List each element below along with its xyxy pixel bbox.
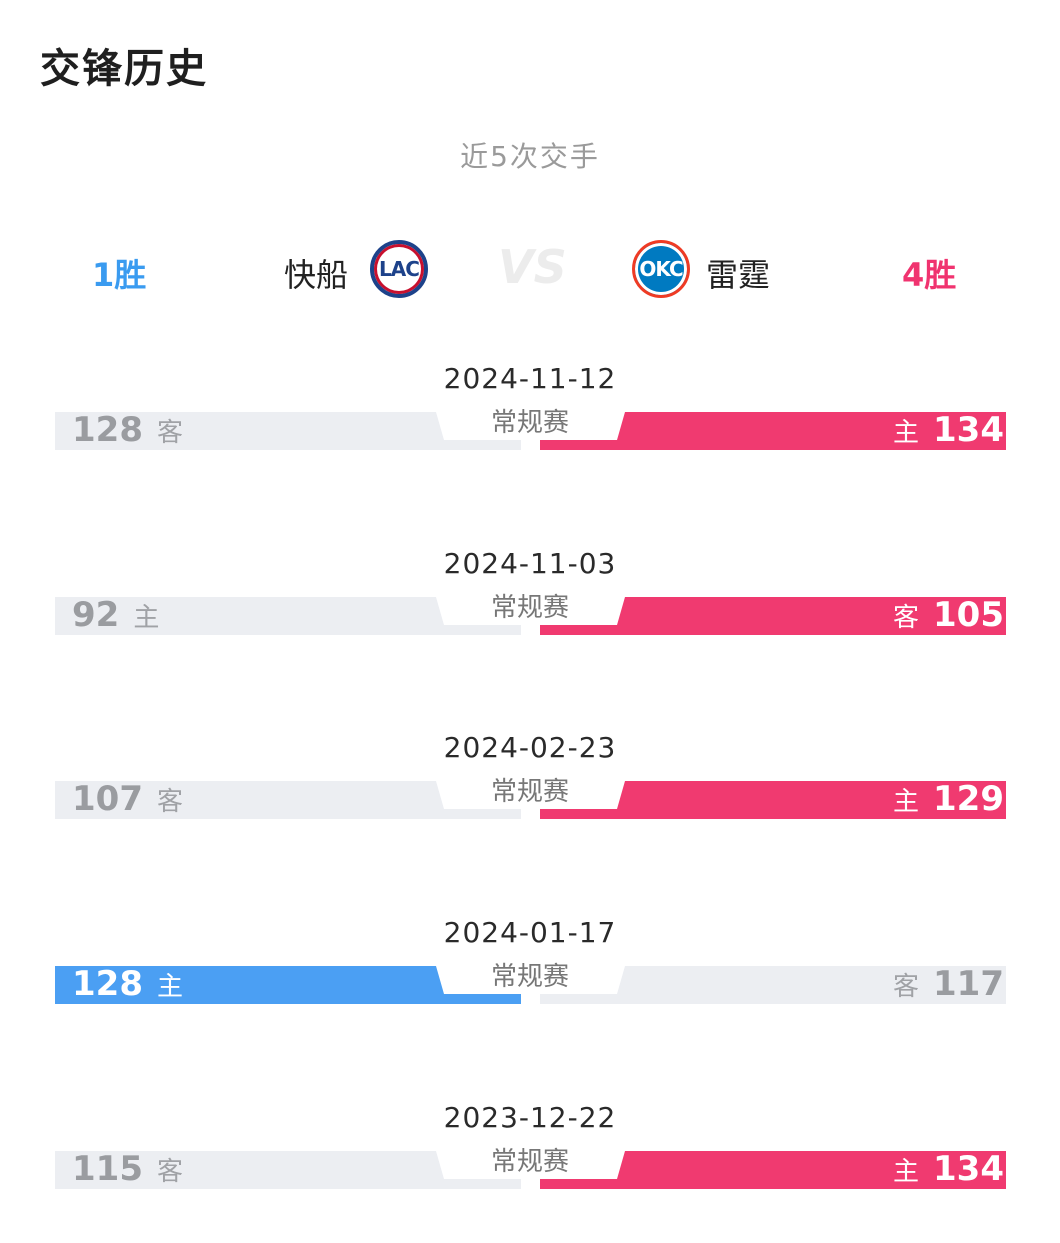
match-type: 常规赛 bbox=[490, 962, 569, 992]
match-type: 常规赛 bbox=[490, 408, 569, 438]
right-score-group: 主 129 bbox=[893, 777, 1004, 821]
match-date: 2024-01-17 bbox=[443, 916, 617, 949]
left-venue: 主 bbox=[156, 971, 183, 1002]
right-venue: 主 bbox=[893, 1156, 920, 1187]
right-score-group: 客 117 bbox=[893, 962, 1004, 1006]
clippers-logo-icon[interactable]: LAC bbox=[370, 240, 428, 298]
left-team-wins: 1胜 bbox=[92, 256, 147, 294]
right-venue: 客 bbox=[893, 602, 920, 633]
match-type: 常规赛 bbox=[490, 593, 569, 623]
match-type: 常规赛 bbox=[490, 1147, 569, 1177]
left-score-group: 107 客 bbox=[72, 777, 183, 821]
match-row[interactable]: 2024-01-17 常规赛 128 主 客 117 bbox=[0, 916, 1060, 1016]
right-score: 134 bbox=[933, 410, 1004, 450]
match-row[interactable]: 2024-02-23 常规赛 107 客 主 129 bbox=[0, 731, 1060, 831]
left-score: 128 bbox=[72, 964, 143, 1004]
right-venue: 主 bbox=[893, 417, 920, 448]
match-type: 常规赛 bbox=[490, 777, 569, 807]
thunder-logo-icon[interactable]: OKC bbox=[632, 240, 690, 298]
left-venue: 客 bbox=[156, 1156, 183, 1187]
match-date: 2024-02-23 bbox=[443, 731, 617, 764]
match-date: 2024-11-12 bbox=[443, 362, 617, 395]
left-score: 92 bbox=[72, 595, 120, 635]
match-row[interactable]: 2023-12-22 常规赛 115 客 主 134 bbox=[0, 1101, 1060, 1201]
match-date: 2023-12-22 bbox=[443, 1101, 617, 1134]
left-score-group: 128 客 bbox=[72, 408, 183, 452]
match-row[interactable]: 2024-11-12 常规赛 128 客 主 134 bbox=[0, 362, 1060, 462]
left-venue: 客 bbox=[156, 417, 183, 448]
right-team-name[interactable]: 雷霆 bbox=[706, 256, 771, 294]
left-team-name[interactable]: 快船 bbox=[284, 256, 349, 294]
right-score: 134 bbox=[933, 1149, 1004, 1189]
right-score: 129 bbox=[933, 779, 1004, 819]
recent-games-subtitle: 近5次交手 bbox=[460, 140, 600, 173]
match-row[interactable]: 2024-11-03 常规赛 92 主 客 105 bbox=[0, 547, 1060, 647]
vs-icon: VS bbox=[498, 240, 567, 294]
right-score-group: 主 134 bbox=[893, 1147, 1004, 1191]
left-score: 128 bbox=[72, 410, 143, 450]
left-venue: 主 bbox=[133, 602, 160, 633]
right-score-group: 主 134 bbox=[893, 408, 1004, 452]
left-score-group: 128 主 bbox=[72, 962, 183, 1006]
left-score: 115 bbox=[72, 1149, 143, 1189]
right-team-wins: 4胜 bbox=[902, 256, 957, 294]
match-date: 2024-11-03 bbox=[443, 547, 617, 580]
right-venue: 主 bbox=[893, 786, 920, 817]
left-score-group: 115 客 bbox=[72, 1147, 183, 1191]
right-score-group: 客 105 bbox=[893, 593, 1004, 637]
right-score: 117 bbox=[933, 964, 1004, 1004]
right-score: 105 bbox=[933, 595, 1004, 635]
left-venue: 客 bbox=[156, 786, 183, 817]
page-title: 交锋历史 bbox=[40, 46, 208, 92]
left-score-group: 92 主 bbox=[72, 593, 159, 637]
right-venue: 客 bbox=[893, 971, 920, 1002]
head-to-head-summary: 1胜 快船 LAC VS OKC 雷霆 4胜 bbox=[0, 232, 1060, 308]
left-score: 107 bbox=[72, 779, 143, 819]
